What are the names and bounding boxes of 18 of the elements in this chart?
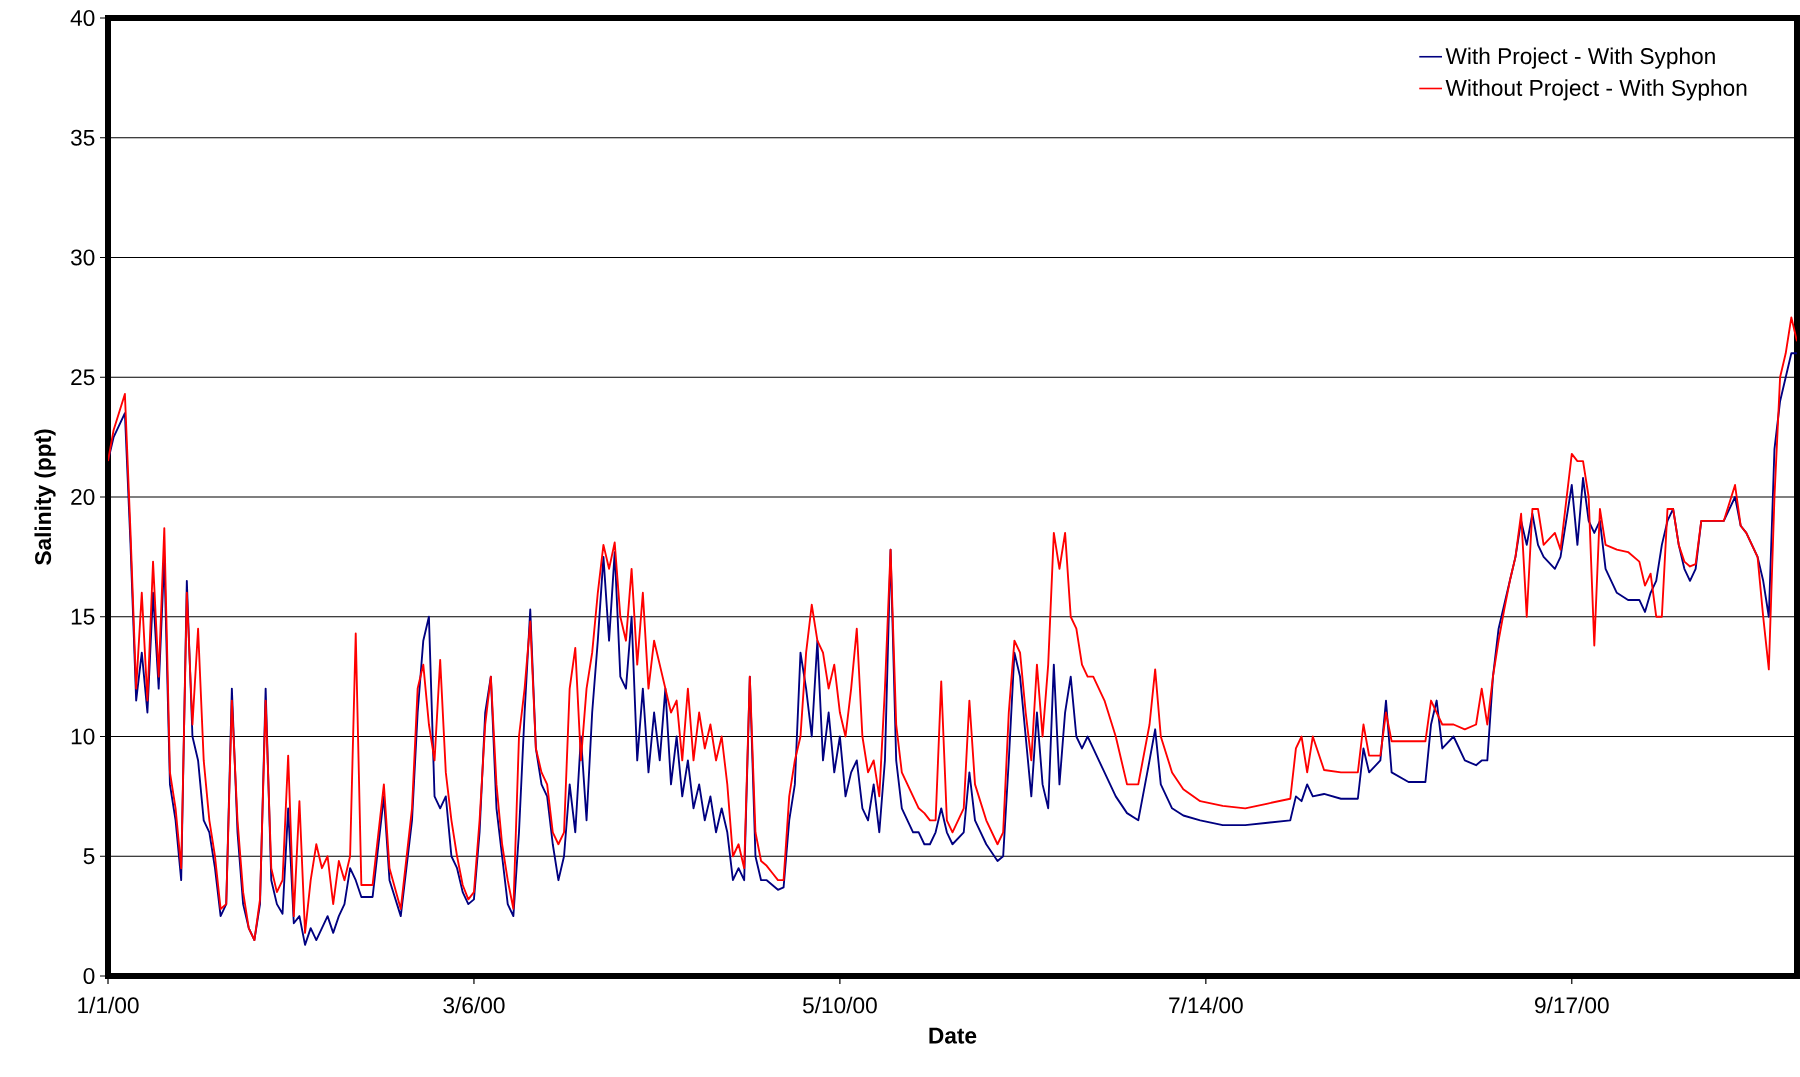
x-tick-label: 3/6/00 <box>443 996 505 1014</box>
x-tick-label: 7/14/00 <box>1169 996 1243 1014</box>
y-tick-label: 40 <box>70 9 95 27</box>
y-tick-label: 35 <box>70 129 95 146</box>
y-tick-label: 20 <box>71 488 95 506</box>
y-tick-label: 25 <box>71 369 95 386</box>
y-tick-label: 15 <box>71 608 95 625</box>
x-tick-label: 5/10/00 <box>802 996 877 1014</box>
legend-label: With Project - With Syphon <box>1445 47 1715 69</box>
x-tick-label: 9/17/00 <box>1535 996 1609 1014</box>
y-tick-label: 5 <box>83 848 95 865</box>
legend-label: Without Project - With Syphon <box>1445 79 1747 101</box>
x-tick-label: 1/1/00 <box>78 996 139 1014</box>
y-tick-label: 30 <box>70 249 95 266</box>
y-axis-title: Salinity (ppt) <box>34 429 56 565</box>
y-tick-label: 0 <box>83 967 95 985</box>
y-tick-label: 10 <box>71 728 95 745</box>
x-axis-title: Date <box>929 1027 977 1044</box>
